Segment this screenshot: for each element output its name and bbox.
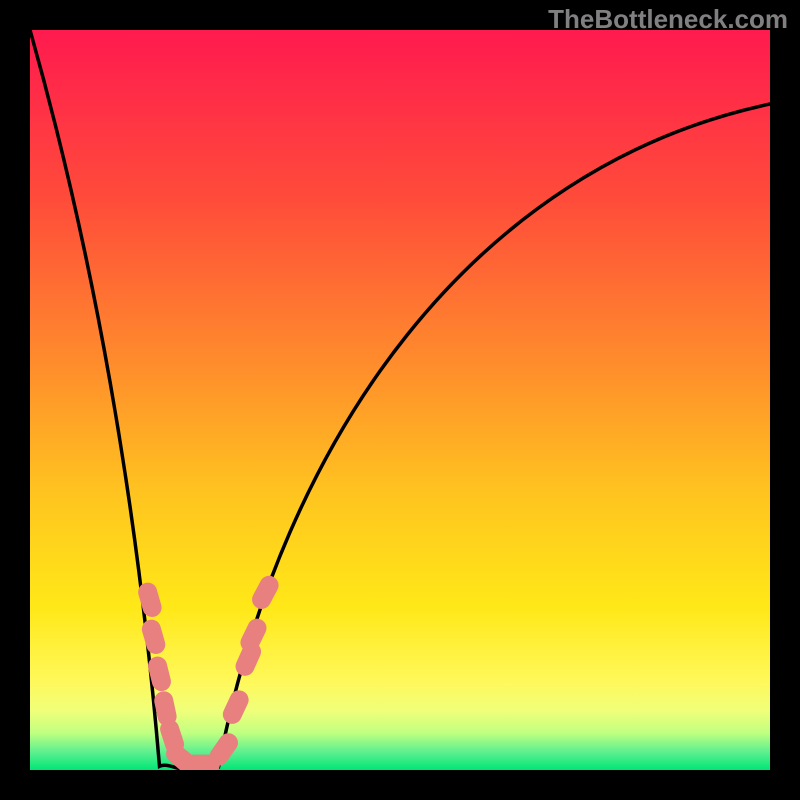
- bottleneck-chart-svg: [30, 30, 770, 770]
- watermark-text: TheBottleneck.com: [548, 4, 788, 35]
- chart-background-gradient: [30, 30, 770, 770]
- root-container: TheBottleneck.com: [0, 0, 800, 800]
- plot-area: [30, 30, 770, 770]
